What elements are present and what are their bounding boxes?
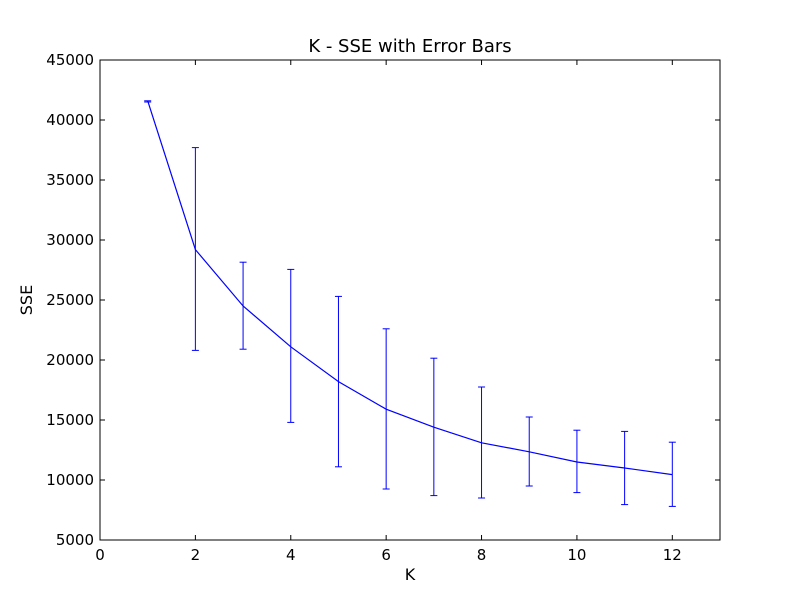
- ticks-layer: 0 2 4 6 8 10 12 5000 10000 15000 20000 25000 30000 35…: [46, 51, 720, 564]
- x-tick-label: 10: [567, 546, 586, 564]
- y-tick-label: 25000: [46, 291, 94, 309]
- x-axis-label: K: [405, 565, 416, 584]
- x-tick-label: 0: [95, 546, 105, 564]
- data-layer: [144, 100, 676, 507]
- y-tick-label: 35000: [46, 171, 94, 189]
- y-tick-label: 40000: [46, 111, 94, 129]
- y-tick-label: 5000: [56, 531, 94, 549]
- x-tick-label: 4: [286, 546, 296, 564]
- x-tick-label: 12: [663, 546, 682, 564]
- x-tick-label: 6: [381, 546, 391, 564]
- y-tick-label: 15000: [46, 411, 94, 429]
- plot-area: [100, 60, 720, 540]
- y-tick-label: 10000: [46, 471, 94, 489]
- series-line: [147, 100, 673, 476]
- y-axis-label: SSE: [17, 285, 36, 315]
- chart-title: K - SSE with Error Bars: [308, 36, 511, 57]
- y-tick-label: 45000: [46, 51, 94, 69]
- x-tick-label: 2: [191, 546, 201, 564]
- y-tick-label: 20000: [46, 351, 94, 369]
- x-tick-label: 8: [477, 546, 487, 564]
- y-tick-label: 30000: [46, 231, 94, 249]
